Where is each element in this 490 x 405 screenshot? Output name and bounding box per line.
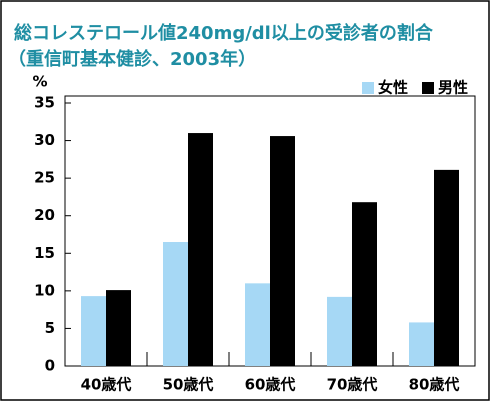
legend-label: 男性 (438, 79, 468, 97)
chart-subtitle: （重信町基本健診、2003年） (8, 48, 256, 70)
legend-swatch (422, 82, 434, 94)
y-tick-label: 15 (34, 244, 55, 262)
x-tick-label: 80歳代 (409, 376, 460, 394)
legend-label: 女性 (378, 79, 408, 97)
y-tick-label: 10 (34, 281, 55, 299)
x-tick-label: 60歳代 (245, 376, 296, 394)
y-tick-label: 20 (34, 206, 55, 224)
x-tick-label: 50歳代 (163, 376, 214, 394)
bar (434, 169, 459, 366)
y-tick-label: 5 (45, 319, 55, 337)
bar (270, 136, 295, 366)
bar (409, 322, 434, 366)
bar (81, 296, 106, 366)
bar (106, 290, 131, 366)
y-tick-label: 30 (34, 131, 55, 149)
y-axis-label: % (32, 73, 47, 91)
y-tick-label: 0 (45, 357, 55, 375)
bar (352, 202, 377, 366)
x-tick-label: 70歳代 (327, 376, 378, 394)
bar (163, 242, 188, 366)
y-tick-label: 25 (34, 169, 55, 187)
bar (327, 296, 352, 366)
x-tick-label: 40歳代 (81, 376, 132, 394)
bar (188, 133, 213, 366)
legend-swatch (362, 82, 374, 94)
bar (245, 283, 270, 366)
chart-title: 総コレステロール値240mg/dl以上の受診者の割合 (14, 22, 434, 44)
y-tick-label: 35 (34, 94, 55, 112)
